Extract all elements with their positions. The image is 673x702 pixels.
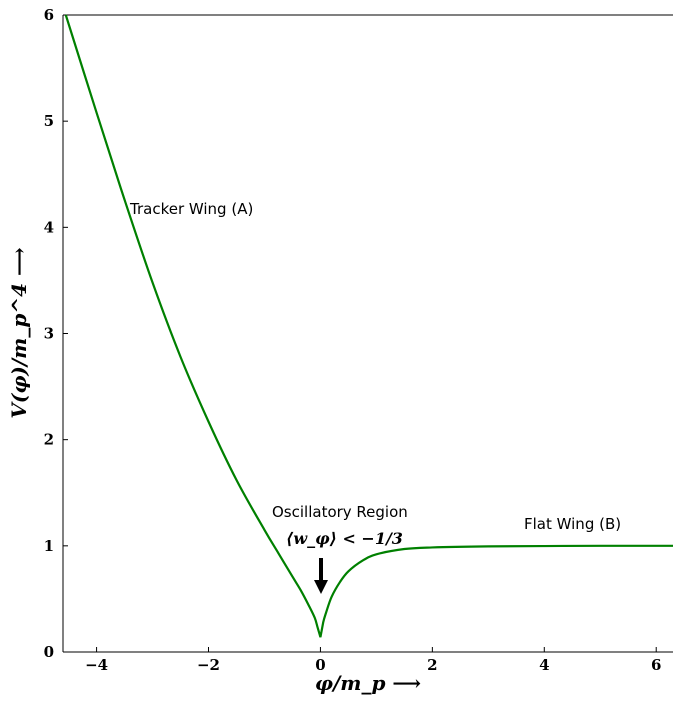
y-tick-label: 5 (44, 112, 54, 130)
annotation-tracker-wing: Tracker Wing (A) (129, 200, 253, 218)
down-arrow-icon (314, 558, 328, 594)
x-tick-label: 4 (539, 656, 549, 674)
y-axis-title: V(φ)/m_p^4 ⟶ (7, 247, 31, 418)
x-tick-label: 6 (651, 656, 661, 674)
annotation-w-phi: ⟨w_φ⟩ < −1/3 (286, 529, 403, 548)
annotation-oscillatory-region: Oscillatory Region (272, 503, 408, 521)
annotation-flat-wing: Flat Wing (B) (524, 515, 621, 533)
y-tick-label: 1 (44, 537, 54, 555)
y-tick-label: 4 (44, 218, 54, 236)
x-axis-ticks: −4 −2 0 2 4 6 (85, 647, 661, 674)
x-tick-label: −2 (197, 656, 220, 674)
x-tick-label: 0 (315, 656, 325, 674)
series-layer (64, 14, 673, 638)
x-tick-label: 2 (427, 656, 437, 674)
y-tick-label: 2 (44, 431, 54, 449)
x-tick-label: −4 (85, 656, 108, 674)
y-tick-label: 3 (44, 325, 54, 343)
potential-curve (64, 14, 673, 638)
x-axis-title: φ/m_p ⟶ (315, 671, 421, 695)
y-tick-label: 0 (44, 643, 54, 661)
y-axis-ticks: 0 1 2 3 4 5 6 (44, 6, 68, 661)
y-tick-label: 6 (44, 6, 54, 24)
